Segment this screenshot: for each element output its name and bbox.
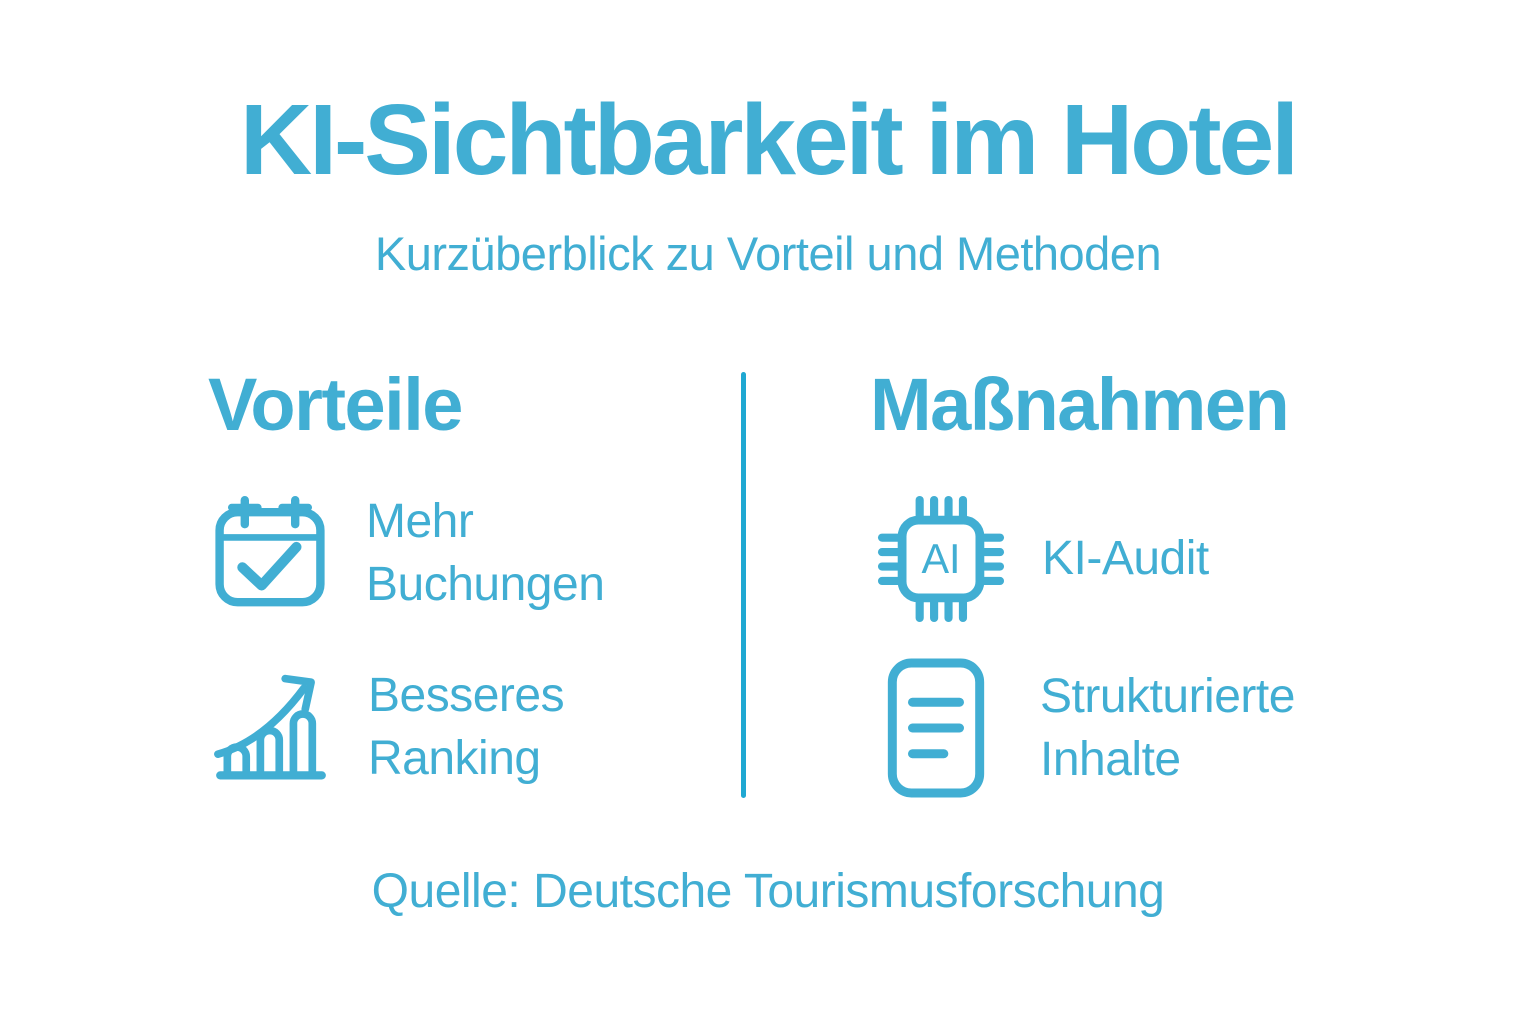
item-label-ki-audit: KI-Audit: [1042, 532, 1209, 586]
page-subtitle: Kurzüberblick zu Vorteil und Methoden: [374, 227, 1162, 280]
measure-item-ki-audit: AI KI-Audit: [872, 490, 1209, 628]
source-note: Quelle: Deutsche Tourismusforschung: [371, 865, 1165, 918]
item-label-mehr-buchungen: Mehr Buchungen: [366, 495, 605, 612]
section-heading-massnahmen: Maßnahmen: [870, 363, 1290, 446]
item-label-besseres-ranking: Besseres Ranking: [368, 669, 565, 786]
benefit-item-bookings: Mehr Buchungen: [210, 490, 605, 617]
document-icon: [887, 658, 985, 798]
benefit-item-ranking: Besseres Ranking: [212, 664, 565, 791]
ai-chip-icon: AI: [877, 495, 1005, 623]
section-heading-vorteile: Vorteile: [208, 363, 463, 446]
calendar-check-icon: [215, 496, 325, 607]
ai-chip-label: AI: [921, 536, 960, 582]
measure-item-strukturierte-inhalte: Strukturierte Inhalte: [880, 656, 1295, 800]
growth-chart-icon: [214, 675, 326, 780]
page-title: KI-Sichtbarkeit im Hotel: [240, 84, 1299, 196]
item-label-strukturierte-inhalte: Strukturierte Inhalte: [1040, 669, 1295, 786]
column-divider: [741, 372, 746, 798]
